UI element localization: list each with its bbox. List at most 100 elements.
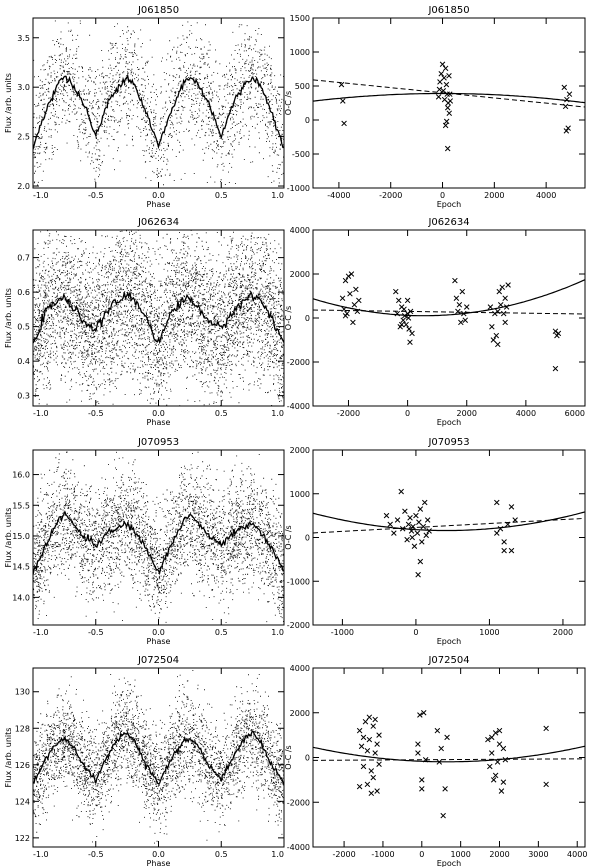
oc-point [490, 337, 497, 343]
oc-point [500, 779, 507, 785]
oc-point [500, 310, 507, 317]
y-tick-label: -4000 [287, 843, 310, 852]
x-tick-label: 0.0 [152, 628, 165, 637]
x-tick-label: 2000 [484, 191, 504, 200]
oc-point [505, 282, 511, 288]
oc-point [366, 736, 373, 743]
oc-point [404, 536, 410, 543]
x-axis-label: Epoch [437, 200, 462, 209]
oc-point [339, 295, 346, 301]
x-axis-label: Epoch [437, 859, 462, 867]
oc-point [456, 302, 463, 308]
plot-area [313, 488, 585, 578]
oc-point [398, 321, 405, 328]
chart-panel-3: J062634 -1.0 -0.5 0.0 0.5 1.0 0.3 0.4 0.5 0.6 0.7 P… [4, 217, 285, 427]
x-tick-label: 1.0 [271, 191, 284, 200]
oc-point [402, 508, 408, 515]
oc-point [356, 783, 363, 790]
plot-frame [312, 667, 586, 848]
oc-point [441, 75, 447, 81]
x-tick-label: -2000 [337, 409, 360, 418]
y-axis-label: O-C /s [284, 745, 293, 769]
data-points [33, 230, 284, 406]
x-tick-label: -4000 [327, 191, 350, 200]
x-tick-label: -2000 [379, 191, 402, 200]
oc-point [494, 499, 500, 506]
x-tick-label: -1.0 [33, 409, 49, 418]
oc-point [453, 295, 460, 301]
oc-point [492, 730, 499, 736]
x-tick-label: 0 [405, 409, 410, 418]
oc-point [502, 319, 508, 326]
quadratic-fit-line [313, 279, 585, 317]
oc-point [438, 71, 444, 77]
oc-point [436, 86, 443, 93]
oc-point [417, 558, 424, 565]
y-tick-label: -500 [292, 150, 310, 159]
panel-title: J062634 [137, 217, 179, 228]
oc-point [438, 745, 444, 752]
y-tick-label: 0 [305, 534, 310, 543]
y-tick-label: -2000 [287, 621, 310, 630]
panel-title: J072504 [137, 655, 179, 666]
oc-point [407, 339, 413, 345]
linear-fit-line [313, 758, 585, 761]
oc-point [366, 714, 373, 720]
chart-panel-2: J061850 -4000 -2000 0 2000 4000 -1000 -500 0 500 1… [284, 5, 586, 209]
plot-area [33, 230, 284, 406]
oc-point [409, 534, 415, 541]
y-tick-label: 122 [15, 834, 30, 843]
oc-point [353, 286, 359, 293]
y-tick-label: 0.4 [17, 357, 30, 366]
model-curve [33, 73, 284, 150]
oc-point [370, 774, 376, 781]
plot-frame [32, 449, 285, 626]
oc-point [405, 521, 412, 528]
oc-point [487, 304, 494, 310]
oc-point [345, 273, 352, 279]
oc-point [391, 530, 397, 536]
oc-point [440, 812, 446, 819]
y-tick-label: 15.0 [12, 532, 30, 541]
oc-point [404, 297, 411, 304]
x-axis-label: Phase [147, 418, 171, 427]
oc-point [501, 539, 507, 545]
x-tick-label: -0.5 [88, 409, 104, 418]
oc-point [358, 743, 365, 750]
oc-point [437, 79, 443, 85]
linear-fit-line [313, 309, 585, 315]
oc-point [496, 727, 503, 734]
x-tick-label: 1.0 [271, 409, 284, 418]
oc-point [368, 768, 375, 774]
x-tick-label: 3000 [528, 850, 548, 859]
x-tick-label: 0.5 [215, 409, 228, 418]
oc-point [419, 539, 425, 545]
y-tick-label: 1000 [290, 48, 310, 57]
y-tick-label: 1500 [290, 14, 310, 23]
oc-point [415, 741, 421, 747]
oc-point [410, 523, 416, 530]
oc-point [442, 786, 448, 792]
x-tick-label: -0.5 [88, 850, 104, 859]
oc-point [364, 781, 371, 788]
y-tick-label: 0 [305, 754, 310, 763]
data-points [33, 451, 284, 624]
x-tick-label: 0 [413, 628, 418, 637]
oc-point [409, 330, 415, 337]
oc-point [444, 105, 451, 111]
oc-point [439, 61, 446, 67]
y-axis-label: Flux /arb. units [4, 508, 13, 568]
oc-point [424, 517, 431, 523]
data-points [33, 18, 284, 188]
y-tick-label: 4000 [290, 664, 310, 673]
oc-point [364, 748, 371, 754]
y-tick-label: -1000 [287, 577, 310, 586]
oc-point [413, 512, 419, 519]
chart-panel-6: J070953 -1000 0 1000 2000 -2000 -1000 0 1000 2000… [284, 437, 586, 646]
chart-panel-5: J070953 -1.0 -0.5 0.0 0.5 1.0 14.0 14.5 15.0 15.5… [4, 437, 285, 646]
oc-point [347, 291, 353, 297]
x-tick-label: -1000 [331, 628, 354, 637]
oc-point [498, 788, 505, 794]
oc-point [415, 571, 421, 578]
oc-point [387, 521, 393, 528]
